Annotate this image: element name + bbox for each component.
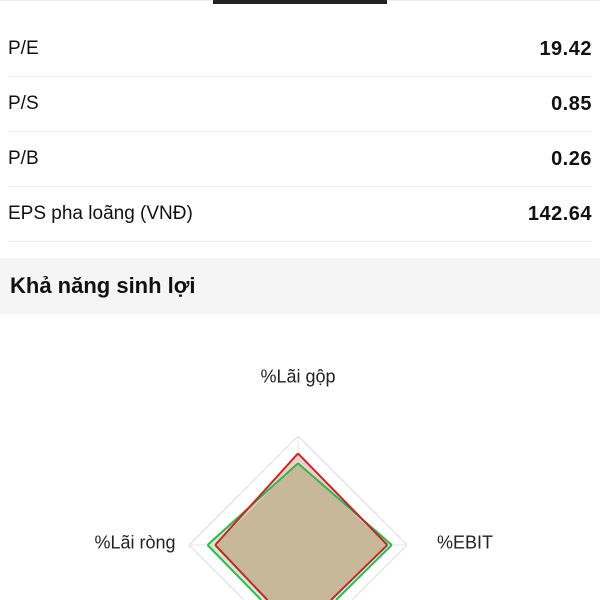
section-header-profitability: Khả năng sinh lợi [0, 258, 600, 314]
metric-label: P/S [8, 93, 39, 114]
metric-row: P/B 0.26 [8, 132, 592, 187]
axis-label-net-margin: %Lãi ròng [94, 532, 176, 553]
axis-label-ebit: %EBIT [436, 532, 494, 553]
axis-label-gross-margin: %Lãi gộp [260, 366, 336, 387]
radar-grid-ring [188, 435, 408, 600]
metric-row: EPS pha loãng (VNĐ) 142.64 [8, 187, 592, 242]
metric-value: 0.26 [551, 147, 592, 170]
metric-value: 19.42 [539, 37, 592, 60]
radar-series-outline-1 [206, 462, 393, 600]
metric-label: P/E [8, 38, 39, 59]
metric-value: 0.85 [551, 92, 592, 115]
metric-label: EPS pha loãng (VNĐ) [8, 203, 193, 224]
metric-value: 142.64 [527, 202, 592, 225]
radar-series-outline-0 [214, 452, 389, 600]
section-title: Khả năng sinh lợi [10, 273, 196, 298]
metric-row: P/E 19.42 [8, 22, 592, 77]
profitability-radar-chart [188, 435, 408, 600]
metric-label: P/B [8, 148, 39, 169]
active-tab-indicator [213, 0, 387, 4]
metric-row: P/S 0.85 [8, 77, 592, 132]
radar-overlap-area [215, 463, 388, 600]
